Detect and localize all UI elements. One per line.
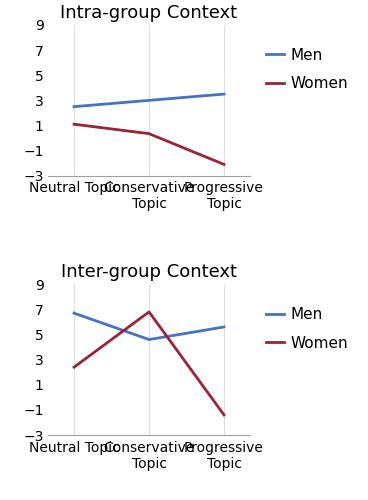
Title: Inter-group Context: Inter-group Context [61, 264, 237, 281]
Title: Intra-group Context: Intra-group Context [60, 4, 238, 22]
Legend: Men, Women: Men, Women [266, 307, 348, 350]
Legend: Men, Women: Men, Women [266, 48, 348, 92]
